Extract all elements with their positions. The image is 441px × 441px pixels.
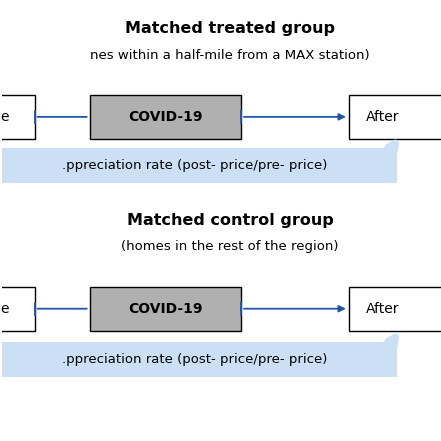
Text: e: e	[1, 302, 9, 316]
Text: e: e	[1, 110, 9, 124]
FancyBboxPatch shape	[0, 95, 35, 139]
Text: COVID-19: COVID-19	[128, 302, 202, 316]
FancyBboxPatch shape	[0, 287, 35, 331]
Text: (homes in the rest of the region): (homes in the rest of the region)	[121, 240, 339, 254]
Text: Matched treated group: Matched treated group	[125, 21, 335, 36]
FancyBboxPatch shape	[90, 95, 241, 139]
Text: After: After	[366, 302, 400, 316]
FancyBboxPatch shape	[0, 148, 397, 183]
Text: .ppreciation rate (post- price/pre- price): .ppreciation rate (post- price/pre- pric…	[62, 159, 328, 172]
FancyBboxPatch shape	[349, 95, 441, 139]
FancyBboxPatch shape	[90, 287, 241, 331]
FancyBboxPatch shape	[0, 342, 397, 377]
Text: COVID-19: COVID-19	[128, 110, 202, 124]
Text: After: After	[366, 110, 400, 124]
FancyBboxPatch shape	[349, 287, 441, 331]
Text: Matched control group: Matched control group	[127, 213, 333, 228]
Text: .ppreciation rate (post- price/pre- price): .ppreciation rate (post- price/pre- pric…	[62, 353, 328, 366]
Text: nes within a half-mile from a MAX station): nes within a half-mile from a MAX statio…	[90, 49, 370, 62]
